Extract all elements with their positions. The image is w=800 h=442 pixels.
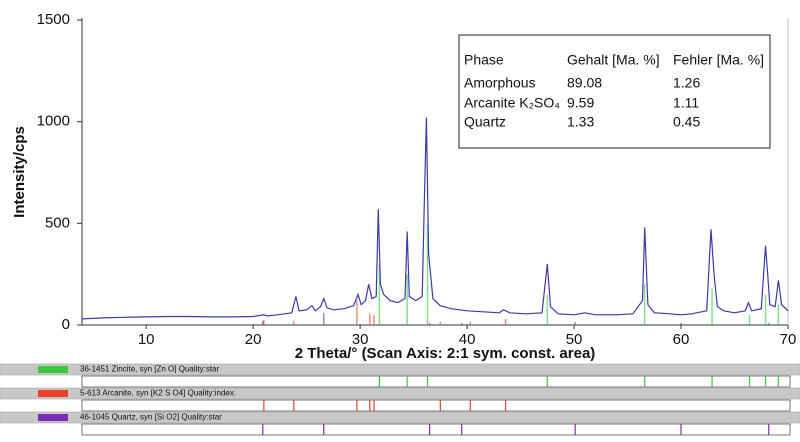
phase-label: 36-1451 Zincite, syn [Zn O] Quality:star — [80, 365, 220, 374]
phase-swatch — [38, 366, 68, 373]
x-tick-label: 70 — [780, 331, 797, 348]
table-cell: Quartz — [464, 114, 506, 130]
y-tick-label: 1500 — [37, 11, 70, 28]
x-tick-label: 50 — [566, 331, 583, 348]
phase-strip — [81, 423, 791, 436]
y-tick-label: 500 — [45, 214, 70, 231]
table-cell: 0.45 — [673, 114, 700, 130]
table-cell: Arcanite K₂SO₄ — [464, 95, 560, 111]
table-cell: 1.11 — [673, 95, 699, 111]
table-header: Phase — [464, 52, 504, 68]
table-cell: 1.26 — [673, 75, 700, 91]
table-header: Gehalt [Ma. %] — [567, 52, 660, 68]
phase-strip — [81, 399, 791, 412]
table-cell: Amorphous — [464, 75, 536, 91]
x-tick-label: 60 — [673, 331, 690, 348]
table-cell: 9.59 — [567, 95, 594, 111]
phase-bar — [0, 387, 800, 400]
y-tick-label: 0 — [62, 316, 70, 333]
phase-swatch — [38, 390, 68, 397]
y-tick-label: 1000 — [37, 113, 70, 130]
phase-strip — [81, 375, 791, 388]
table-cell: 1.33 — [567, 114, 594, 130]
phase-label: 5-613 Arcanite, syn [K2 S O4] Quality:in… — [80, 389, 236, 398]
diffraction-trace — [81, 117, 789, 320]
x-tick-label: 40 — [459, 331, 476, 348]
phase-bar — [0, 411, 800, 424]
table-cell: 89.08 — [567, 75, 602, 91]
phase-label: 46-1045 Quartz, syn [Si O2] Quality:star — [80, 413, 222, 422]
inset-box — [458, 34, 771, 149]
x-axis-label: 2 Theta/° (Scan Axis: 2:1 sym. const. ar… — [295, 345, 596, 362]
phase-bar — [0, 363, 800, 376]
x-tick-label: 20 — [245, 331, 262, 348]
phase-swatch — [38, 414, 68, 421]
table-header: Fehler [Ma. %] — [673, 52, 764, 68]
x-tick-label: 30 — [352, 331, 369, 348]
x-tick-label: 10 — [138, 331, 155, 348]
y-axis-label: Intensity/cps — [11, 126, 28, 218]
